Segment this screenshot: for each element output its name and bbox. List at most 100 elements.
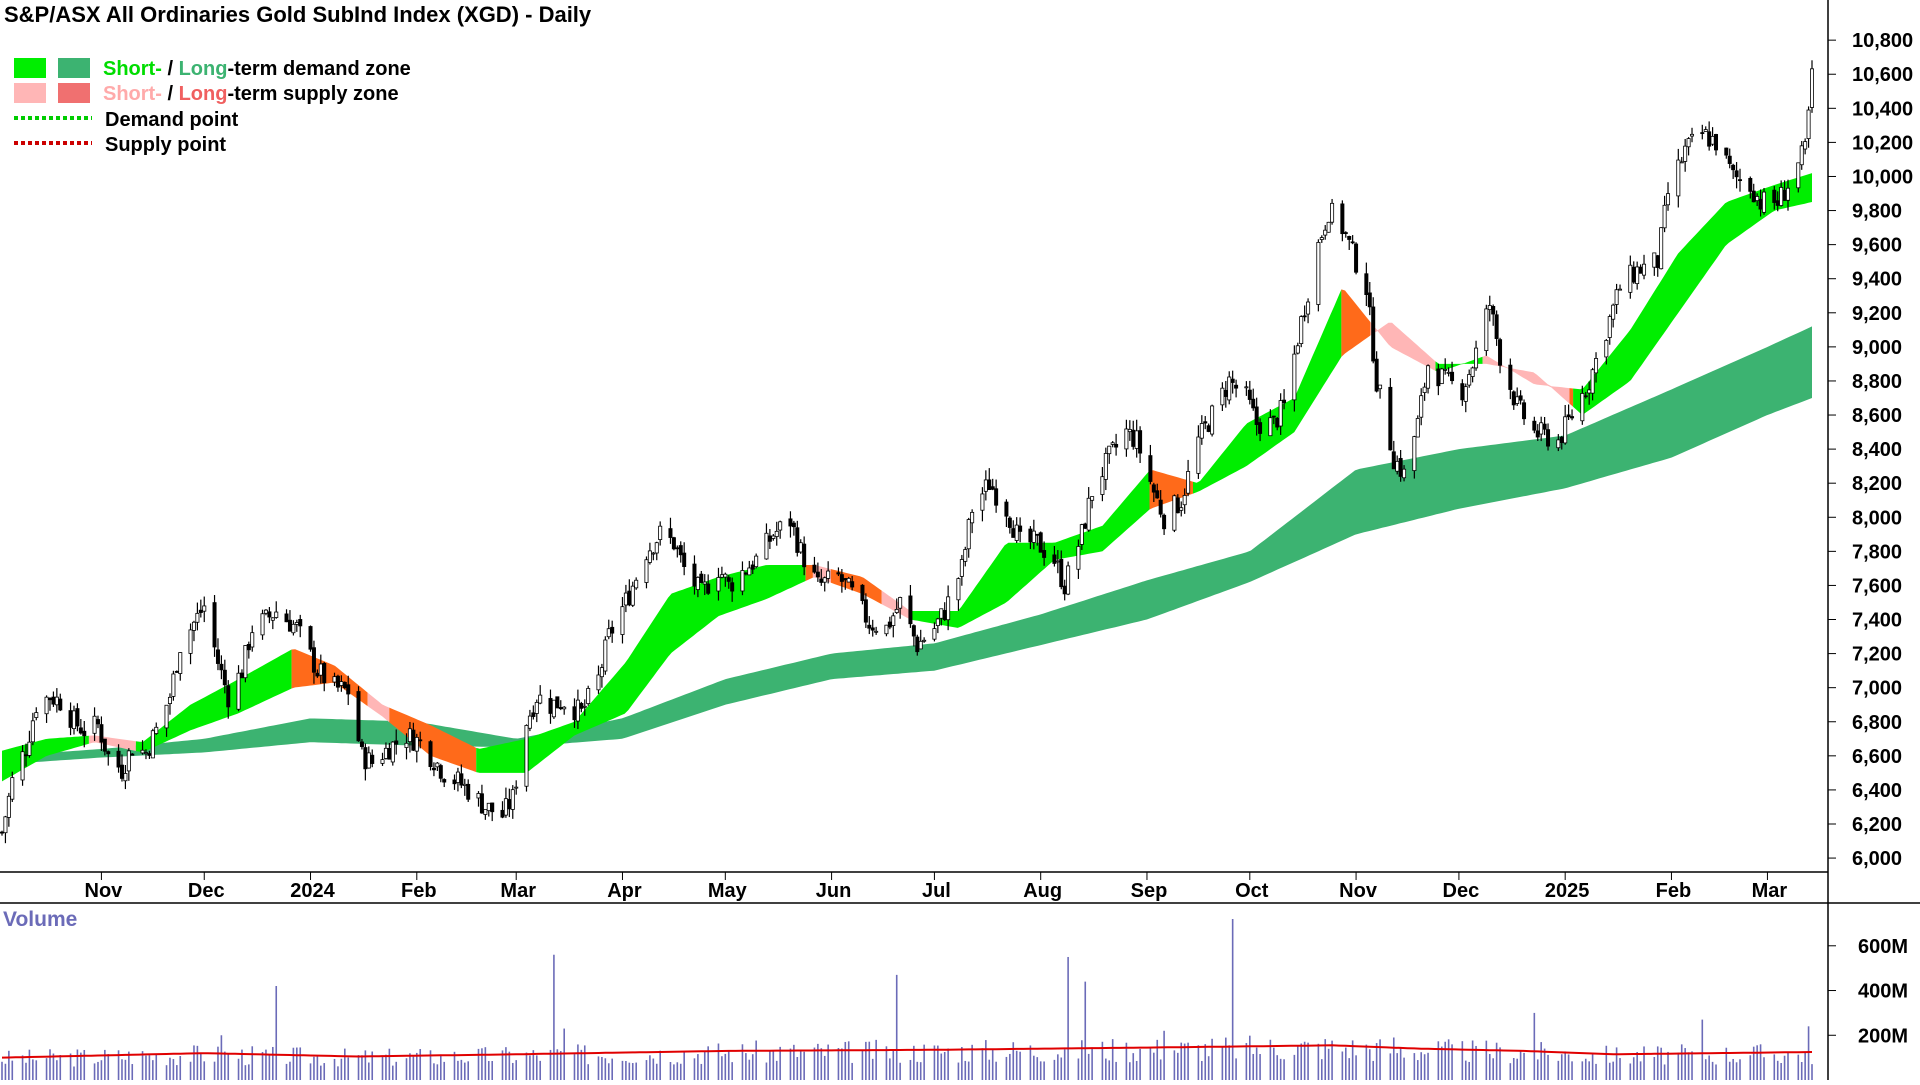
price-candle bbox=[551, 699, 556, 719]
price-candle bbox=[1251, 388, 1256, 411]
price-candle bbox=[178, 652, 183, 681]
short-term-supply-zone-segment bbox=[1569, 388, 1574, 407]
time-tick-label: Apr bbox=[607, 880, 642, 902]
price-candle bbox=[1714, 133, 1719, 156]
price-tick-label: 6,600 bbox=[1852, 746, 1902, 768]
price-candle bbox=[116, 744, 121, 773]
price-candle bbox=[1618, 284, 1623, 291]
price-candle bbox=[380, 752, 385, 766]
price-candle bbox=[1302, 305, 1307, 322]
price-candle bbox=[1484, 304, 1489, 356]
price-candle bbox=[922, 637, 927, 643]
price-candle bbox=[308, 625, 313, 652]
price-candle bbox=[1127, 420, 1132, 441]
legend-demand-zone: Short- / Long-term demand zone bbox=[14, 58, 411, 80]
price-candle bbox=[1679, 156, 1684, 164]
price-candle bbox=[215, 638, 220, 671]
price-candle bbox=[692, 555, 697, 595]
legend-supply-short-label: Short- bbox=[103, 83, 162, 105]
price-candle bbox=[1090, 496, 1095, 509]
svg-text:Short- / Long-term supply zone: Short- / Long-term supply zone bbox=[103, 83, 399, 105]
price-candle bbox=[682, 542, 687, 576]
legend-supply-long-label: Long bbox=[179, 83, 228, 105]
price-candle bbox=[586, 685, 591, 706]
price-candle bbox=[167, 693, 172, 715]
price-candle bbox=[58, 693, 63, 712]
price-candle bbox=[490, 802, 495, 822]
price-candle bbox=[1563, 404, 1568, 445]
price-candle bbox=[1007, 516, 1012, 534]
price-candle bbox=[1158, 490, 1163, 518]
price-candle bbox=[630, 581, 635, 608]
time-tick-label: Jun bbox=[816, 880, 852, 902]
price-candle bbox=[1330, 198, 1335, 225]
price-tick-label: 7,800 bbox=[1852, 541, 1902, 563]
price-candle bbox=[1234, 379, 1239, 398]
price-candle bbox=[10, 771, 15, 802]
price-candle bbox=[1710, 127, 1715, 146]
legend-supply-sep: / bbox=[162, 83, 179, 105]
time-tick-label: Aug bbox=[1023, 880, 1062, 902]
price-candle bbox=[1738, 168, 1743, 192]
price-candle bbox=[634, 577, 639, 590]
price-candle bbox=[479, 784, 484, 814]
price-candle bbox=[455, 767, 460, 792]
price-candle bbox=[524, 724, 529, 792]
price-candle bbox=[92, 707, 97, 741]
price-candle bbox=[1223, 380, 1228, 408]
price-candle bbox=[956, 577, 961, 611]
price-candle bbox=[826, 561, 831, 584]
price-candle bbox=[226, 680, 231, 719]
price-candle bbox=[1107, 445, 1112, 464]
price-candle bbox=[1062, 579, 1067, 601]
price-candle bbox=[850, 576, 855, 591]
short-term-demand-zone-segment bbox=[1573, 173, 1812, 414]
price-tick-label: 6,800 bbox=[1852, 712, 1902, 734]
price-candle bbox=[935, 617, 940, 634]
price-candle bbox=[527, 709, 532, 732]
price-candle bbox=[778, 520, 783, 539]
price-candle bbox=[1511, 390, 1516, 410]
time-tick-label: Feb bbox=[1656, 880, 1692, 902]
price-candle bbox=[75, 703, 80, 732]
short-term-supply-zone-segment bbox=[389, 707, 477, 773]
price-candle bbox=[78, 718, 83, 735]
price-candle bbox=[706, 574, 711, 595]
price-candle bbox=[531, 705, 536, 720]
price-candle bbox=[34, 707, 39, 721]
price-candle bbox=[298, 614, 303, 638]
price-candle bbox=[1810, 60, 1815, 113]
price-candle bbox=[1244, 381, 1249, 396]
price-candle bbox=[20, 745, 25, 786]
price-candle bbox=[311, 640, 316, 684]
price-candle bbox=[966, 517, 971, 558]
price-candle bbox=[1683, 138, 1688, 172]
price-candle bbox=[1666, 182, 1671, 211]
price-candle bbox=[1367, 282, 1372, 316]
price-candle bbox=[1583, 391, 1588, 399]
price-candle bbox=[99, 716, 104, 751]
price-candle bbox=[678, 541, 683, 563]
price-tick-label: 10,600 bbox=[1852, 64, 1913, 86]
price-tick-label: 10,800 bbox=[1852, 30, 1913, 52]
price-candle bbox=[1148, 444, 1153, 485]
price-candle bbox=[366, 746, 371, 769]
price-candle bbox=[1762, 188, 1767, 215]
price-candle bbox=[198, 599, 203, 618]
chart-title: S&P/ASX All Ordinaries Gold SubInd Index… bbox=[4, 2, 592, 27]
price-candle bbox=[260, 609, 265, 640]
price-candle bbox=[1210, 404, 1215, 437]
price-candle bbox=[219, 655, 224, 680]
price-candle bbox=[1748, 176, 1753, 199]
price-candle bbox=[771, 533, 776, 541]
price-candle bbox=[431, 762, 436, 777]
price-candle bbox=[291, 620, 296, 636]
price-candle bbox=[795, 520, 800, 557]
price-candle bbox=[860, 584, 865, 605]
price-candle bbox=[1803, 138, 1808, 155]
price-candle bbox=[599, 663, 604, 688]
price-candle bbox=[359, 738, 364, 750]
price-candle bbox=[284, 609, 289, 623]
price-candle bbox=[1203, 416, 1208, 430]
